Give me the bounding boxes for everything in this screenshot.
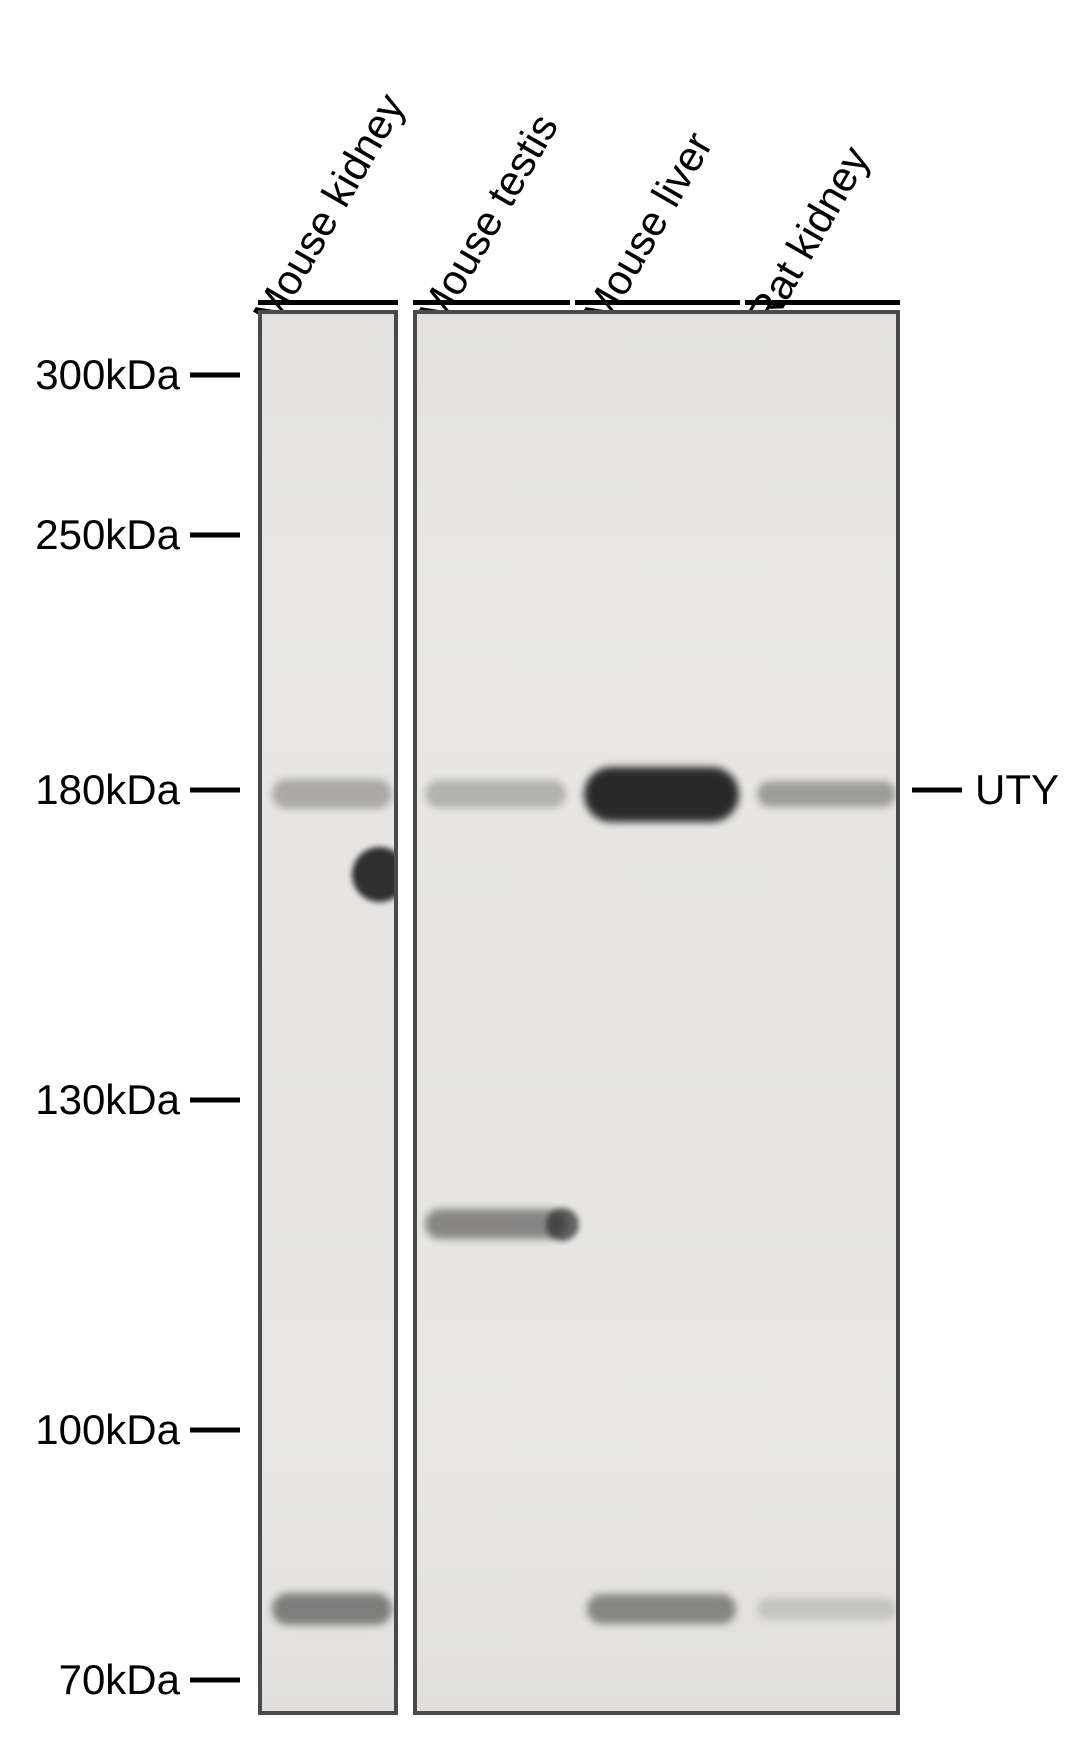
blot-band-1-0 xyxy=(425,780,566,808)
ladder-tick-5 xyxy=(190,1678,240,1683)
blot-panel-1 xyxy=(413,310,900,1715)
blot-band-1-4 xyxy=(587,1594,736,1624)
ladder-label-3: 130kDa xyxy=(0,1076,180,1124)
ladder-tick-0 xyxy=(190,373,240,378)
blot-spot-0-1 xyxy=(352,847,398,902)
blot-band-0-0 xyxy=(272,779,392,809)
ladder-label-1: 250kDa xyxy=(0,511,180,559)
ladder-tick-2 xyxy=(190,788,240,793)
blot-band-0-2 xyxy=(272,1593,392,1625)
ladder-tick-1 xyxy=(190,533,240,538)
ladder-tick-4 xyxy=(190,1428,240,1433)
blot-panel-0 xyxy=(258,310,398,1715)
blot-band-1-2 xyxy=(757,781,896,807)
western-blot-figure: 300kDa 250kDa 180kDa 130kDa 100kDa 70kDa Mouse… xyxy=(0,0,1080,1741)
blot-band-1-5 xyxy=(757,1598,896,1620)
ladder-label-5: 70kDa xyxy=(0,1656,180,1704)
lane-label-0: Mouse kidney xyxy=(243,86,414,334)
ladder-label-0: 300kDa xyxy=(0,351,180,399)
target-label: UTY xyxy=(975,766,1059,814)
ladder-tick-3 xyxy=(190,1098,240,1103)
target-tick xyxy=(912,788,962,793)
blot-band-1-1 xyxy=(584,767,739,822)
ladder-label-2: 180kDa xyxy=(0,766,180,814)
blot-band-dot-1-3 xyxy=(546,1208,579,1241)
blot-band-1-3 xyxy=(425,1209,566,1239)
ladder-label-4: 100kDa xyxy=(0,1406,180,1454)
